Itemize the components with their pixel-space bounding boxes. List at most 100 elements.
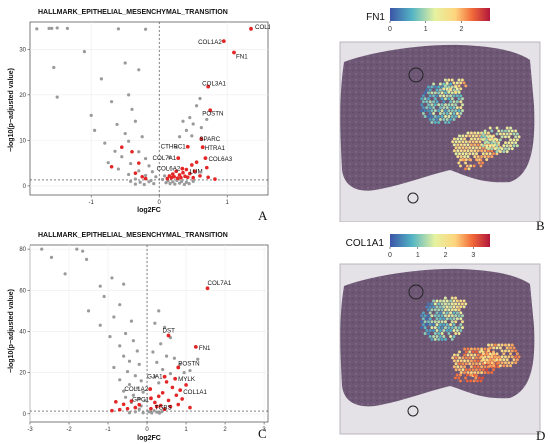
spot — [492, 358, 496, 362]
gene-point — [138, 180, 142, 184]
spot — [427, 103, 430, 107]
spot — [420, 314, 424, 318]
spot — [462, 158, 466, 162]
y-tick-label: 80 — [19, 247, 26, 253]
spot — [510, 355, 514, 359]
gene-point — [164, 354, 169, 358]
spot — [430, 302, 434, 306]
spot — [500, 361, 504, 365]
spot — [490, 129, 494, 133]
gene-point — [55, 26, 59, 30]
spot — [481, 358, 485, 362]
spot — [442, 112, 446, 115]
gene-point — [184, 180, 188, 184]
labeled-gene-point — [208, 108, 213, 113]
spatial-map-d: COL1A1 0 1 2 3 — [339, 234, 541, 435]
spatial-map-b: FN1 0 1 2 — [339, 8, 541, 222]
plot-area — [29, 244, 269, 423]
spot — [432, 323, 436, 327]
spot — [455, 94, 459, 98]
spot — [432, 106, 436, 110]
gene-point — [112, 365, 116, 370]
spot — [473, 155, 477, 159]
spot — [514, 355, 518, 359]
spot — [442, 106, 446, 110]
spot — [464, 140, 468, 144]
spot — [442, 323, 446, 327]
significant-gene-point — [206, 175, 210, 180]
spot — [464, 161, 468, 165]
spot — [432, 112, 436, 115]
significant-gene-point — [160, 390, 165, 395]
spot — [483, 149, 487, 153]
significant-gene-point — [181, 170, 185, 175]
spot — [488, 138, 492, 142]
gene-point — [40, 247, 44, 251]
spot — [420, 97, 424, 101]
spot — [471, 368, 475, 372]
spot — [430, 120, 434, 124]
gene-label: GPC1 — [132, 396, 149, 403]
spot — [461, 326, 464, 330]
spot — [466, 143, 470, 147]
spot — [498, 150, 502, 154]
gene-point — [143, 398, 147, 402]
spot — [450, 308, 454, 312]
labeled-gene-point — [185, 144, 190, 149]
spot — [447, 314, 451, 318]
spot — [452, 88, 456, 92]
labeled-gene-point — [166, 333, 171, 338]
spot — [427, 332, 430, 335]
labeled-gene-point — [162, 374, 167, 379]
spot — [440, 109, 444, 113]
spot — [452, 94, 456, 98]
spot — [427, 302, 430, 306]
gene-point — [127, 172, 131, 177]
spot — [469, 353, 473, 357]
significant-gene-point — [169, 175, 174, 180]
spot — [460, 302, 464, 306]
spot — [433, 320, 437, 324]
spot — [423, 320, 427, 324]
spot — [457, 302, 461, 306]
spot — [461, 146, 465, 150]
spot — [475, 356, 478, 360]
gene-point — [122, 354, 126, 358]
gene-point — [63, 272, 67, 276]
gene-label: COL7A1 — [153, 155, 177, 162]
spot — [483, 365, 487, 369]
spot — [504, 343, 507, 347]
spot — [452, 317, 456, 321]
spot — [454, 308, 458, 312]
significant-gene-point — [117, 407, 122, 412]
significant-gene-point — [176, 402, 181, 407]
expression-spots — [420, 78, 521, 171]
spot — [457, 161, 461, 165]
spot — [502, 352, 506, 356]
significant-gene-point — [194, 160, 199, 165]
spot — [457, 97, 461, 101]
labeled-gene-point — [206, 84, 211, 89]
spot — [437, 320, 441, 324]
spot — [457, 109, 461, 113]
spot — [457, 314, 461, 318]
significant-gene-point — [179, 175, 183, 180]
spot — [485, 358, 489, 362]
y-tick-label: 0 — [23, 412, 27, 418]
spot — [509, 364, 513, 368]
spot — [476, 365, 480, 369]
spot — [428, 317, 432, 321]
spot — [438, 311, 442, 315]
spot — [507, 147, 511, 151]
spot — [469, 131, 473, 135]
spot — [451, 140, 455, 144]
spot — [465, 373, 469, 377]
spot — [421, 112, 425, 115]
spot — [450, 115, 454, 118]
spot — [512, 138, 516, 142]
spot — [437, 109, 441, 113]
spot — [481, 352, 485, 356]
spot — [512, 358, 516, 362]
spot — [458, 152, 461, 156]
spot — [445, 87, 449, 91]
